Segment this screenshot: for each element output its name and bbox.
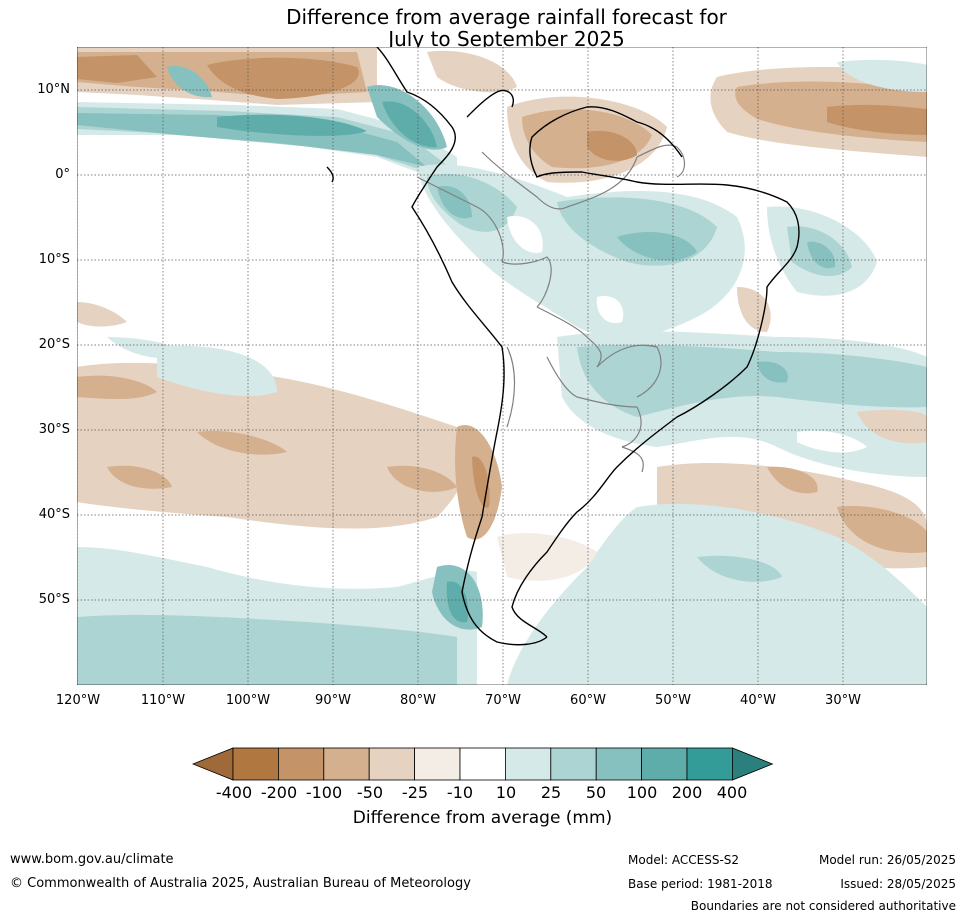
anomaly-dry-south-atlantic (657, 287, 927, 569)
anomaly-dry-north-pacific (77, 47, 377, 105)
colorbar-arrow-high (732, 747, 774, 781)
country-borders (416, 144, 686, 473)
colorbar-tick: -10 (446, 783, 474, 802)
colorbar-segment (414, 747, 461, 781)
anomaly-dry-pacific-south (77, 302, 468, 529)
lon-label-40w: 40°W (740, 693, 776, 708)
rainfall-map (77, 47, 927, 685)
colorbar-tick: -100 (305, 783, 343, 802)
lat-label-50s: 50°S (38, 592, 70, 607)
colorbar-segment (686, 747, 733, 781)
website-link[interactable]: www.bom.gov.au/climate (10, 852, 174, 867)
colorbar-tick: 25 (540, 783, 562, 802)
colorbar-title: Difference from average (mm) (352, 808, 613, 828)
anomaly-wet-south-atlantic-lower (507, 503, 927, 685)
map-title-line1: Difference from average rainfall forecas… (286, 5, 727, 29)
lat-label-40s: 40°S (38, 507, 70, 522)
colorbar-segment (323, 747, 370, 781)
lat-label-0: 0° (55, 167, 70, 182)
colorbar-segment (641, 747, 688, 781)
base-period: Base period: 1981-2018 (628, 877, 773, 891)
lon-label-60w: 60°W (570, 693, 606, 708)
anomaly-wet-amazon (417, 164, 745, 338)
issued-date: Issued: 28/05/2025 (840, 877, 956, 891)
anomaly-wet-south-brazil-atlantic (557, 331, 927, 477)
anomaly-wet-east-brazil (767, 206, 877, 296)
coastline (326, 47, 800, 646)
lon-label-50w: 50°W (655, 693, 691, 708)
colorbar-tick: -400 (215, 783, 253, 802)
copyright-text: © Commonwealth of Australia 2025, Austra… (10, 876, 471, 891)
lon-label-70w: 70°W (485, 693, 521, 708)
colorbar-tick: 100 (626, 783, 658, 802)
anomaly-wet-itcz (77, 66, 457, 187)
boundary-disclaimer: Boundaries are not considered authoritat… (690, 899, 956, 913)
colorbar-segment (550, 747, 597, 781)
colorbar (192, 747, 774, 781)
graticule (77, 47, 927, 685)
lon-label-80w: 80°W (400, 693, 436, 708)
lon-label-120w: 120°W (55, 693, 101, 708)
lon-label-100w: 100°W (225, 693, 271, 708)
colorbar-segment (459, 747, 506, 781)
colorbar-tick: 50 (585, 783, 607, 802)
colorbar-arrow-low (192, 747, 234, 781)
colorbar-tick: -25 (401, 783, 429, 802)
colorbar-segment (368, 747, 415, 781)
lon-label-90w: 90°W (315, 693, 351, 708)
model-run-date: Model run: 26/05/2025 (818, 853, 956, 867)
colorbar-segment (504, 747, 552, 781)
map-title-line2: July to September 2025 (388, 27, 625, 51)
colorbar-segment (232, 747, 279, 781)
anomaly-dry-chile (455, 425, 597, 581)
anomaly-dry-north-atlantic (710, 59, 927, 157)
colorbar-tick: -200 (260, 783, 298, 802)
colorbar-tick: 10 (495, 783, 517, 802)
model-name: Model: ACCESS-S2 (628, 853, 740, 867)
colorbar-tick: -50 (356, 783, 384, 802)
lon-label-110w: 110°W (140, 693, 186, 708)
colorbar-tick: 400 (716, 783, 748, 802)
lat-label-30s: 30°S (38, 422, 70, 437)
lon-label-30w: 30°W (825, 693, 861, 708)
colorbar-segment (278, 747, 325, 781)
lat-label-10n: 10°N (37, 82, 70, 97)
anomaly-dry-amazon-north (427, 50, 667, 183)
colorbar-tick: 200 (671, 783, 703, 802)
lat-label-20s: 20°S (38, 337, 70, 352)
anomaly-wet-southern-ocean (77, 547, 483, 685)
lat-label-10s: 10°S (38, 252, 70, 267)
colorbar-segment (595, 747, 643, 781)
